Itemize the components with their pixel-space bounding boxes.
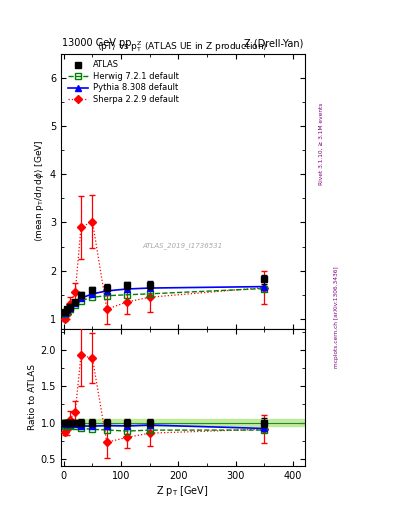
- Herwig 7.2.1 default: [67, 306, 72, 312]
- Title: $\langle$pT$\rangle$ vs p$_\mathrm{T}^\mathrm{Z}$ (ATLAS UE in Z production): $\langle$pT$\rangle$ vs p$_\mathrm{T}^\m…: [97, 39, 268, 54]
- Herwig 7.2.1 default: [62, 311, 67, 317]
- Pythia 8.308 default: [125, 286, 129, 292]
- Text: 13000 GeV pp: 13000 GeV pp: [62, 38, 132, 48]
- Y-axis label: Ratio to ATLAS: Ratio to ATLAS: [28, 364, 37, 430]
- Line: Pythia 8.308 default: Pythia 8.308 default: [62, 284, 267, 315]
- X-axis label: Z p$_\mathrm{T}$ [GeV]: Z p$_\mathrm{T}$ [GeV]: [156, 483, 209, 498]
- Legend: ATLAS, Herwig 7.2.1 default, Pythia 8.308 default, Sherpa 2.2.9 default: ATLAS, Herwig 7.2.1 default, Pythia 8.30…: [65, 58, 181, 106]
- Pythia 8.308 default: [67, 305, 72, 311]
- Bar: [61, 419, 305, 426]
- Pythia 8.308 default: [147, 285, 152, 291]
- Pythia 8.308 default: [64, 307, 69, 313]
- Line: Herwig 7.2.1 default: Herwig 7.2.1 default: [62, 286, 267, 317]
- Herwig 7.2.1 default: [147, 291, 152, 297]
- Herwig 7.2.1 default: [73, 302, 77, 308]
- Pythia 8.308 default: [105, 288, 109, 294]
- Herwig 7.2.1 default: [105, 293, 109, 299]
- Herwig 7.2.1 default: [262, 286, 267, 292]
- Text: Rivet 3.1.10, ≥ 3.1M events: Rivet 3.1.10, ≥ 3.1M events: [318, 102, 323, 184]
- Herwig 7.2.1 default: [79, 297, 83, 304]
- Y-axis label: $\langle$mean p$_\mathrm{T}$/d$\eta\,\mathrm{d}\phi\rangle$ [GeV]: $\langle$mean p$_\mathrm{T}$/d$\eta\,\ma…: [33, 140, 46, 243]
- Herwig 7.2.1 default: [64, 309, 69, 315]
- Pythia 8.308 default: [73, 301, 77, 307]
- Herwig 7.2.1 default: [90, 294, 95, 300]
- Pythia 8.308 default: [90, 291, 95, 297]
- Text: Z (Drell-Yan): Z (Drell-Yan): [244, 38, 304, 48]
- Text: ATLAS_2019_I1736531: ATLAS_2019_I1736531: [143, 243, 223, 249]
- Text: mcplots.cern.ch [arXiv:1306.3436]: mcplots.cern.ch [arXiv:1306.3436]: [334, 267, 339, 368]
- Herwig 7.2.1 default: [125, 292, 129, 298]
- Pythia 8.308 default: [262, 284, 267, 290]
- Pythia 8.308 default: [62, 310, 67, 316]
- Pythia 8.308 default: [79, 295, 83, 301]
